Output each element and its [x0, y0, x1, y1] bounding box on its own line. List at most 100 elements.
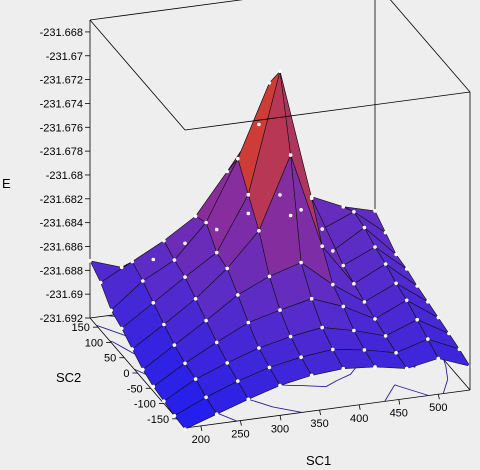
data-point [341, 204, 346, 209]
data-point [373, 317, 377, 321]
data-point [204, 220, 208, 225]
data-point [331, 347, 335, 352]
data-point [457, 347, 462, 352]
data-point [383, 334, 388, 338]
z-tick-label: -231.686 [40, 241, 83, 253]
data-point [257, 346, 261, 350]
x-tick-mark [319, 409, 321, 416]
data-point [278, 193, 282, 197]
y-tick-label: 0 [123, 368, 129, 380]
data-point [288, 334, 293, 339]
x-tick-label: 400 [350, 413, 368, 425]
data-point [88, 259, 92, 263]
data-point [394, 281, 398, 286]
data-point [214, 227, 219, 232]
data-point [119, 326, 124, 331]
box-edge [89, 19, 186, 131]
data-point [299, 355, 303, 360]
data-point [225, 266, 229, 271]
data-point [162, 399, 166, 404]
data-point [320, 227, 325, 231]
data-point [257, 122, 261, 127]
z-axis-title: E [2, 176, 11, 191]
x-axis-ticks: 200 250 300 350 400 450 500 [192, 394, 448, 446]
y-tick-label: -100 [134, 399, 156, 411]
z-tick-label: -231.68 [46, 170, 83, 182]
y-tick-label: -50 [127, 383, 143, 395]
data-point [373, 209, 377, 213]
box-edge [89, 0, 244, 21]
data-point [130, 259, 134, 264]
data-point [352, 328, 356, 333]
data-point [341, 263, 346, 268]
z-tick-label: -231.672 [40, 75, 83, 87]
z-tick-label: -231.688 [40, 265, 83, 277]
data-point [225, 361, 229, 365]
data-point [162, 238, 166, 243]
data-point [257, 229, 261, 233]
data-point [141, 367, 145, 372]
data-point [151, 257, 156, 262]
data-point [162, 322, 166, 327]
data-point [299, 260, 303, 265]
box-edge [184, 389, 471, 429]
data-point [436, 315, 441, 320]
data-point [394, 351, 398, 355]
z-tick-label: -231.674 [40, 98, 83, 110]
data-point [278, 308, 282, 312]
x-tick-label: 300 [271, 423, 289, 435]
data-point [415, 284, 420, 288]
data-point [225, 169, 229, 174]
y-tick-label: 150 [72, 322, 90, 334]
x-tick-mark [200, 425, 203, 431]
data-point [278, 383, 282, 388]
data-point [214, 340, 219, 345]
data-point [447, 331, 451, 336]
data-point [246, 192, 251, 197]
box-edge [184, 91, 471, 131]
y-tick-label: 50 [104, 353, 116, 365]
data-point [299, 208, 303, 212]
data-point [383, 262, 388, 266]
data-point [172, 343, 177, 347]
data-point [267, 274, 272, 279]
data-point [352, 210, 356, 214]
data-point [214, 250, 219, 255]
data-point [172, 258, 177, 262]
data-point [288, 213, 293, 218]
data-point [278, 69, 282, 74]
data-point [130, 347, 134, 351]
data-point [204, 395, 208, 400]
z-tick-label: -231.676 [40, 122, 83, 134]
data-point [320, 244, 325, 248]
data-point [383, 230, 388, 235]
x-tick-mark [279, 415, 282, 421]
data-point [119, 265, 124, 270]
data-point [341, 304, 346, 309]
data-point [151, 384, 156, 389]
data-point [288, 153, 293, 157]
data-point [246, 211, 251, 216]
data-point [183, 275, 187, 279]
data-point [236, 379, 240, 383]
x-tick-label: 350 [310, 418, 328, 430]
data-point [98, 280, 103, 285]
x-tick-mark [240, 420, 242, 426]
z-tick-label: -231.678 [40, 146, 83, 158]
data-point [151, 301, 156, 305]
z-tick-label: -231.668 [40, 27, 83, 39]
x-tick-label: 500 [429, 402, 447, 414]
data-point [320, 325, 325, 330]
data-point [309, 196, 314, 200]
data-point [394, 252, 398, 257]
z-tick-label: -231.684 [40, 218, 83, 230]
x-tick-label: 200 [192, 434, 210, 446]
x-axis-title: SC1 [306, 453, 331, 468]
box-edge [390, 0, 471, 93]
data-point [426, 337, 430, 341]
data-point [404, 267, 409, 271]
data-point [141, 279, 145, 283]
